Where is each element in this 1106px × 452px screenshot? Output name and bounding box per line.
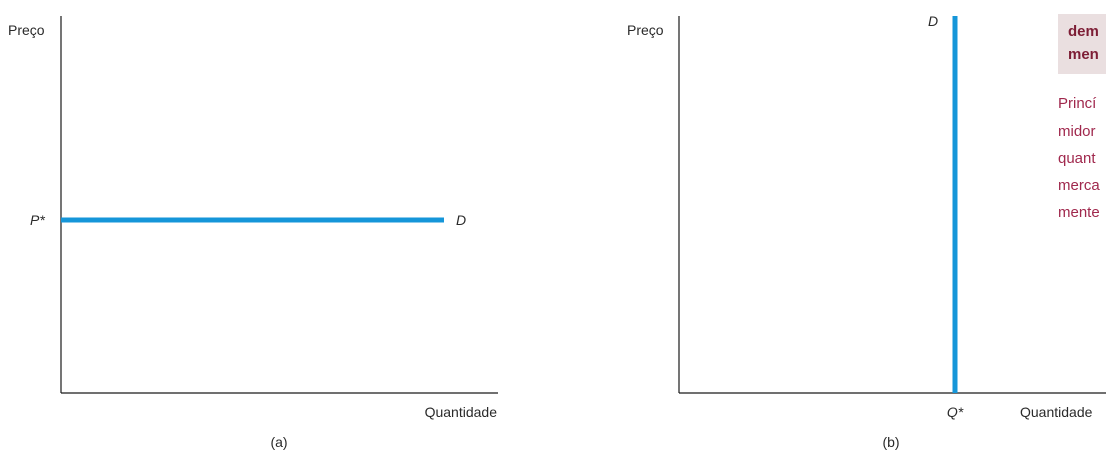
sidebar-text-line-5: mente (1058, 204, 1100, 221)
sidebar-box: dem men Princí midor quant merca mente (1058, 14, 1106, 221)
sidebar-text-line-4: merca (1058, 177, 1100, 194)
panel-b-series-label-d: D (928, 13, 938, 29)
sidebar-title-background (1058, 14, 1106, 74)
sidebar-text-line-3: quant (1058, 150, 1096, 167)
panel-a-label: (a) (270, 434, 287, 450)
sidebar-text-line-1: Princí (1058, 95, 1097, 112)
panel-a-series-label-d: D (456, 212, 466, 228)
sidebar-title-line-1: dem (1068, 23, 1099, 40)
panel-b-ylabel: Preço (627, 22, 664, 38)
sidebar-title-line-2: men (1068, 46, 1099, 63)
panel-a-ylabel: Preço (8, 22, 45, 38)
panel-b-tick-q-star: Q* (947, 404, 964, 420)
panel-b-label: (b) (882, 434, 899, 450)
panel-a: Preço P* D Quantidade (a) (8, 16, 498, 450)
panel-a-xlabel: Quantidade (425, 404, 498, 420)
panel-a-tick-p-star: P* (30, 212, 45, 228)
panel-b: Preço D Q* Quantidade (b) (627, 13, 1106, 450)
sidebar-text-line-2: midor (1058, 123, 1096, 140)
panel-b-xlabel: Quantidade (1020, 404, 1093, 420)
